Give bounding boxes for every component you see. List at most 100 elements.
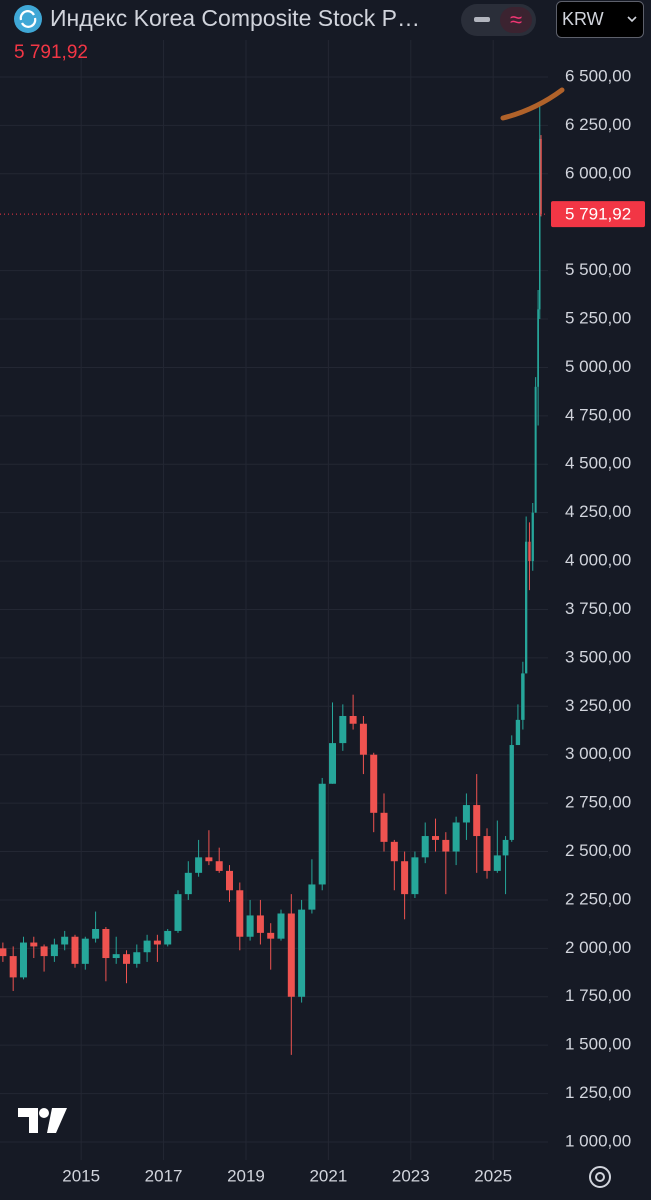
y-tick-label: 3 500,00 (565, 647, 631, 666)
candle-body (0, 948, 7, 957)
candle-body (531, 512, 534, 562)
candle-body (515, 719, 521, 746)
symbol-logo (14, 5, 42, 33)
candle-body (421, 836, 429, 858)
y-tick-label: 3 250,00 (565, 696, 631, 715)
candle-body (143, 940, 151, 953)
candle-body (205, 857, 213, 862)
candle-body (256, 915, 264, 933)
candle-body (462, 805, 470, 823)
candle-body (19, 942, 27, 978)
currency-label[interactable]: KRW (562, 9, 604, 29)
symbol-logo-icon (19, 10, 37, 28)
x-tick-label: 2021 (309, 1166, 347, 1185)
y-tick-label: 5 000,00 (565, 357, 631, 376)
candle-body (81, 938, 89, 964)
header-price: 5 791,92 (14, 42, 88, 63)
candle-body (277, 913, 285, 939)
candle-body (174, 894, 182, 931)
candle-body (483, 836, 491, 871)
y-tick-label: 5 250,00 (565, 309, 631, 328)
x-tick-label: 2017 (145, 1166, 183, 1185)
y-tick-label: 3 000,00 (565, 744, 631, 763)
candle-body (122, 954, 130, 964)
candle-body (509, 745, 514, 840)
candle-body (525, 541, 528, 674)
settings-button[interactable] (589, 1166, 611, 1188)
candle-body (349, 715, 357, 724)
candle-body (153, 940, 161, 945)
toggle-icon[interactable]: ≈ (510, 7, 522, 32)
x-tick-label: 2023 (392, 1166, 430, 1185)
candle-body (318, 783, 326, 885)
candle-body (432, 836, 440, 840)
candle-body (9, 956, 17, 978)
candle-body (184, 872, 192, 895)
y-tick-label: 6 250,00 (565, 115, 631, 134)
candle-body (370, 754, 378, 813)
candle-body (401, 861, 409, 895)
candle-body (502, 839, 509, 856)
candle-body (411, 857, 419, 895)
candle-body (267, 932, 275, 939)
x-tick-label: 2025 (474, 1166, 512, 1185)
candle-body (71, 936, 79, 964)
candle-body (380, 812, 388, 842)
candle-body (528, 541, 531, 562)
candle-body (534, 386, 537, 513)
candle-body (329, 743, 337, 784)
toggle-active[interactable] (500, 7, 532, 33)
y-tick-label: 1 000,00 (565, 1131, 631, 1150)
candle-body (473, 805, 481, 837)
candle-body (442, 839, 450, 852)
y-tick-label: 4 250,00 (565, 502, 631, 521)
y-tick-label: 4 750,00 (565, 405, 631, 424)
y-tick-label: 2 250,00 (565, 889, 631, 908)
candle-body (537, 309, 539, 387)
candle-body (40, 946, 48, 957)
candle-body (102, 928, 110, 959)
y-tick-label: 1 750,00 (565, 986, 631, 1005)
symbol-title: Индекс Korea Composite Stock P… (50, 5, 420, 31)
grid (0, 40, 548, 1160)
y-tick-label: 6 000,00 (565, 163, 631, 182)
candle-body (92, 928, 100, 939)
y-tick-label: 3 750,00 (565, 599, 631, 618)
dropdown-arrow[interactable] (627, 16, 637, 23)
y-tick-label: 2 750,00 (565, 793, 631, 812)
candle-body (308, 884, 316, 910)
last-price-label: 5 791,92 (565, 205, 631, 224)
y-tick-label: 2 000,00 (565, 938, 631, 957)
candle-body (298, 909, 306, 997)
drawing-annotation (500, 87, 565, 121)
candle-body (133, 952, 141, 964)
candle-body (215, 861, 223, 871)
candle-body (359, 723, 367, 755)
y-tick-label: 6 500,00 (565, 66, 631, 85)
candle-body (493, 855, 501, 871)
tradingview-logo (18, 1108, 67, 1133)
candle-body (164, 930, 172, 945)
y-tick-label: 5 500,00 (565, 260, 631, 279)
toggle-icon[interactable] (474, 17, 490, 22)
candle-body (61, 936, 69, 945)
candle-body (339, 715, 347, 744)
candle-body (390, 841, 398, 862)
last-price-badge (551, 201, 645, 228)
candle-body (521, 673, 525, 720)
candle-body (226, 870, 234, 891)
y-tick-label: 4 000,00 (565, 551, 631, 570)
y-tick-label: 1 500,00 (565, 1035, 631, 1054)
candle-body (50, 944, 58, 957)
candle-body (539, 138, 541, 310)
candle-body (236, 890, 244, 937)
x-tick-label: 2015 (62, 1166, 100, 1185)
candle-body (452, 822, 460, 852)
candle-body (246, 915, 254, 937)
currency-select[interactable] (556, 1, 644, 38)
candle-body (287, 913, 295, 997)
x-tick-label: 2019 (227, 1166, 265, 1185)
